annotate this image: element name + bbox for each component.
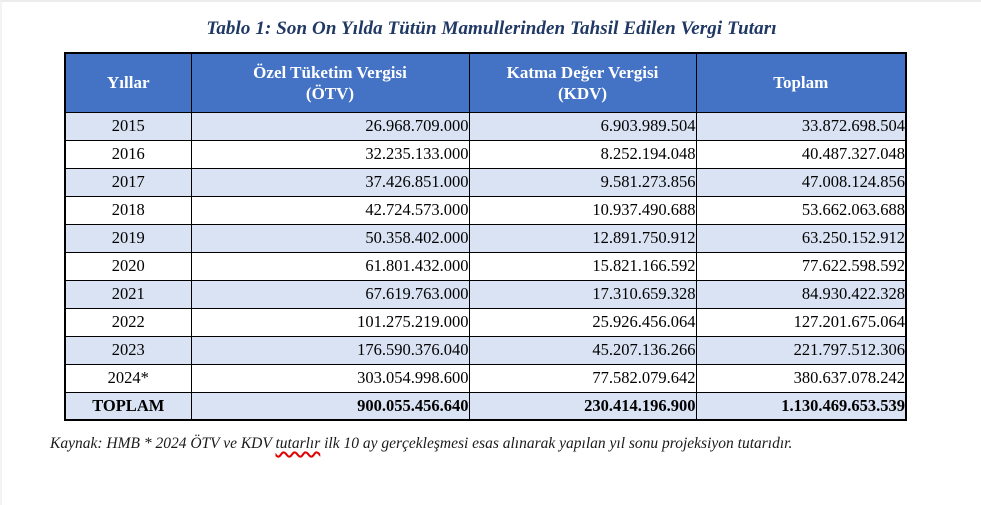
- year-cell: 2021: [64, 279, 192, 309]
- year-cell: 2015: [64, 111, 192, 141]
- otv-cell: 50.358.402.000: [190, 223, 470, 253]
- kdv-cell: 77.582.079.642: [468, 363, 697, 393]
- column-header-otv: Özel Tüketim Vergisi (ÖTV): [190, 52, 470, 113]
- year-cell: 2019: [64, 223, 192, 253]
- year-cell: 2017: [64, 167, 192, 197]
- source-footnote: Kaynak: HMB * 2024 ÖTV ve KDV tutarlır i…: [50, 431, 923, 457]
- kdv-cell: 17.310.659.328: [468, 279, 697, 309]
- table-row: 2024* 303.054.998.600 77.582.079.642 380…: [64, 363, 907, 393]
- table-row: 2017 37.426.851.000 9.581.273.856 47.008…: [64, 167, 907, 197]
- otv-cell: 303.054.998.600: [190, 363, 470, 393]
- year-cell: 2018: [64, 195, 192, 225]
- kdv-cell: 10.937.490.688: [468, 195, 697, 225]
- total-cell: 127.201.675.064: [695, 307, 907, 337]
- column-header-kdv: Katma Değer Vergisi (KDV): [468, 52, 697, 113]
- table-row: 2015 26.968.709.000 6.903.989.504 33.872…: [64, 111, 907, 141]
- footnote-suffix: ilk 10 ay gerçekleşmesi esas alınarak ya…: [320, 435, 793, 452]
- total-otv-cell: 900.055.456.640: [190, 391, 470, 421]
- otv-cell: 42.724.573.000: [190, 195, 470, 225]
- table-row: 2023 176.590.376.040 45.207.136.266 221.…: [64, 335, 907, 365]
- header-row: Yıllar Özel Tüketim Vergisi (ÖTV) Katma …: [64, 52, 907, 113]
- otv-cell: 61.801.432.000: [190, 251, 470, 281]
- total-row: TOPLAM 900.055.456.640 230.414.196.900 1…: [64, 391, 907, 421]
- kdv-cell: 6.903.989.504: [468, 111, 697, 141]
- kdv-cell: 8.252.194.048: [468, 139, 697, 169]
- table-row: 2020 61.801.432.000 15.821.166.592 77.62…: [64, 251, 907, 281]
- total-cell: 84.930.422.328: [695, 279, 907, 309]
- total-kdv-cell: 230.414.196.900: [468, 391, 697, 421]
- total-cell: 40.487.327.048: [695, 139, 907, 169]
- total-cell: 380.637.078.242: [695, 363, 907, 393]
- table-row: 2022 101.275.219.000 25.926.456.064 127.…: [64, 307, 907, 337]
- column-header-total: Toplam: [695, 52, 907, 113]
- year-cell: 2023: [64, 335, 192, 365]
- column-header-years: Yıllar: [64, 52, 192, 113]
- otv-cell: 32.235.133.000: [190, 139, 470, 169]
- total-cell: 53.662.063.688: [695, 195, 907, 225]
- tax-revenue-table: Yıllar Özel Tüketim Vergisi (ÖTV) Katma …: [64, 52, 907, 421]
- total-sum-cell: 1.130.469.653.539: [695, 391, 907, 421]
- kdv-cell: 15.821.166.592: [468, 251, 697, 281]
- otv-cell: 101.275.219.000: [190, 307, 470, 337]
- kdv-cell: 25.926.456.064: [468, 307, 697, 337]
- kdv-cell: 12.891.750.912: [468, 223, 697, 253]
- total-cell: 63.250.152.912: [695, 223, 907, 253]
- total-cell: 33.872.698.504: [695, 111, 907, 141]
- total-label-cell: TOPLAM: [64, 391, 192, 421]
- table-row: 2016 32.235.133.000 8.252.194.048 40.487…: [64, 139, 907, 169]
- otv-cell: 37.426.851.000: [190, 167, 470, 197]
- year-cell: 2016: [64, 139, 192, 169]
- total-cell: 77.622.598.592: [695, 251, 907, 281]
- otv-cell: 67.619.763.000: [190, 279, 470, 309]
- footnote-prefix: Kaynak: HMB * 2024 ÖTV ve KDV: [50, 435, 276, 452]
- total-cell: 221.797.512.306: [695, 335, 907, 365]
- year-cell: 2020: [64, 251, 192, 281]
- page-title: Tablo 1: Son On Yılda Tütün Mamullerinde…: [206, 18, 777, 39]
- total-cell: 47.008.124.856: [695, 167, 907, 197]
- kdv-cell: 45.207.136.266: [468, 335, 697, 365]
- otv-cell: 26.968.709.000: [190, 111, 470, 141]
- footnote-misspelled-word: tutarlır: [275, 435, 321, 452]
- table-row: 2021 67.619.763.000 17.310.659.328 84.93…: [64, 279, 907, 309]
- year-cell: 2024*: [64, 363, 192, 393]
- otv-cell: 176.590.376.040: [190, 335, 470, 365]
- table-row: 2019 50.358.402.000 12.891.750.912 63.25…: [64, 223, 907, 253]
- kdv-cell: 9.581.273.856: [468, 167, 697, 197]
- table-header: Yıllar Özel Tüketim Vergisi (ÖTV) Katma …: [64, 52, 907, 113]
- table-row: 2018 42.724.573.000 10.937.490.688 53.66…: [64, 195, 907, 225]
- year-cell: 2022: [64, 307, 192, 337]
